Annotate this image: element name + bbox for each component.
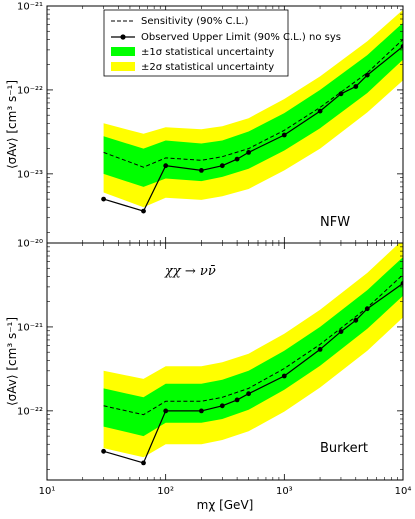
legend-sigma1-label: ±1σ statistical uncertainty bbox=[141, 47, 274, 58]
top-observed-point bbox=[353, 84, 359, 89]
bottom-frame bbox=[46, 242, 404, 481]
bottom-observed-point bbox=[234, 397, 240, 403]
top-observed-point bbox=[281, 132, 287, 138]
top-y-tick-label: 10⁻²³ bbox=[17, 169, 43, 180]
bottom-observed-point bbox=[400, 281, 403, 286]
bottom-y-tick-label: 10⁻²⁰ bbox=[17, 239, 43, 250]
bottom-observed-point bbox=[364, 306, 370, 312]
top-observed-point bbox=[400, 44, 403, 49]
channel-annotation: χχ → νν̄ bbox=[164, 264, 216, 279]
legend-sigma1-swatch bbox=[111, 47, 135, 56]
bottom-observed-point bbox=[219, 403, 225, 409]
top-plot-area bbox=[101, 9, 403, 214]
bottom-observed-point bbox=[199, 408, 204, 414]
bottom-y-axis-label: ⟨σAv⟩ [cm³ s⁻¹] bbox=[5, 317, 19, 406]
top-observed-point bbox=[141, 208, 146, 214]
top-halo-label: NFW bbox=[320, 215, 350, 230]
legend-sigma2-label: ±2σ statistical uncertainty bbox=[141, 62, 274, 73]
bottom-sensitivity-line bbox=[103, 274, 403, 416]
top-y-tick-label: 10⁻²² bbox=[17, 85, 43, 96]
bottom-observed-point bbox=[141, 460, 146, 466]
bottom-y-tick-label: 10⁻²² bbox=[17, 406, 43, 417]
top-observed-point bbox=[101, 196, 106, 202]
legend-sigma2-swatch bbox=[111, 62, 135, 71]
top-y-tick-label: 10⁻²¹ bbox=[17, 2, 43, 13]
bottom-observed-point bbox=[281, 373, 287, 379]
bottom-observed-point bbox=[163, 408, 169, 414]
top-observed-point bbox=[199, 168, 204, 173]
top-observed-point bbox=[219, 163, 225, 169]
legend-sensitivity-label: Sensitivity (90% C.L.) bbox=[141, 16, 248, 27]
top-observed-point bbox=[234, 156, 240, 162]
top-sigma1-band bbox=[103, 22, 403, 187]
bottom-x-tick-label: 10⁴ bbox=[395, 486, 412, 497]
top-observed-point bbox=[364, 72, 370, 78]
panel-top: 10⁻²³ 10⁻²² 10⁻²¹ ⟨σAv⟩ [cm³ s⁻¹] NFW bbox=[5, 2, 404, 244]
bottom-x-tick-label: 10¹ bbox=[39, 486, 56, 497]
bottom-y-tick-label: 10⁻²¹ bbox=[17, 322, 43, 333]
bottom-halo-label: Burkert bbox=[320, 441, 368, 456]
bottom-observed-point bbox=[353, 317, 359, 323]
bottom-observed-point bbox=[317, 347, 323, 352]
panel-bottom: 10⁻²² 10⁻²¹ 10⁻²⁰ 10¹ 10² 10³ 10⁴ ⟨σAv⟩ [cm³ s⁻… bbox=[5, 239, 411, 513]
bottom-x-tick-label: 10³ bbox=[276, 486, 293, 497]
top-observed-point bbox=[246, 150, 252, 155]
top-observed-point bbox=[338, 91, 344, 97]
top-observed-point bbox=[163, 163, 169, 169]
bottom-observed-point bbox=[338, 329, 344, 334]
top-y-axis-label: ⟨σAv⟩ [cm³ s⁻¹] bbox=[5, 80, 19, 169]
legend-observed-marker bbox=[120, 34, 126, 40]
bottom-observed-point bbox=[101, 448, 106, 454]
x-axis-label: mχ [GeV] bbox=[197, 498, 254, 512]
legend-frame bbox=[103, 9, 289, 77]
bottom-x-tick-label: 10² bbox=[157, 486, 174, 497]
top-observed-point bbox=[317, 108, 323, 114]
top-sensitivity-line bbox=[103, 39, 403, 168]
bottom-observed-point bbox=[246, 391, 252, 397]
bottom-plot-area bbox=[101, 243, 403, 466]
bottom-sigma1-band bbox=[103, 257, 403, 437]
legend-observed-label: Observed Upper Limit (90% C.L.) no sys bbox=[141, 32, 341, 43]
legend: Sensitivity (90% C.L.) Observed Upper Li… bbox=[103, 9, 341, 77]
